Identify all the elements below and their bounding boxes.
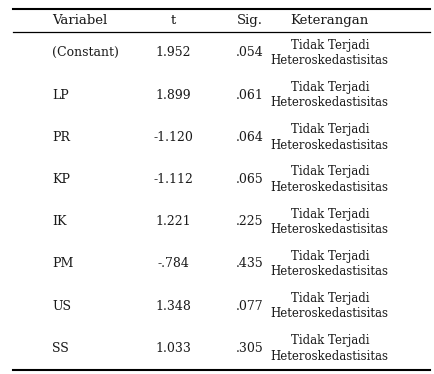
Text: US: US (52, 300, 71, 313)
Text: IK: IK (52, 215, 66, 228)
Text: Variabel: Variabel (52, 14, 107, 27)
Text: 1.033: 1.033 (156, 342, 191, 355)
Text: Tidak Terjadi
Heteroskedastisitas: Tidak Terjadi Heteroskedastisitas (271, 250, 389, 278)
Text: .077: .077 (236, 300, 263, 313)
Text: SS: SS (52, 342, 69, 355)
Text: Sig.: Sig. (237, 14, 263, 27)
Text: .061: .061 (236, 89, 263, 102)
Text: Keterangan: Keterangan (291, 14, 369, 27)
Text: .435: .435 (236, 257, 263, 270)
Text: Tidak Terjadi
Heteroskedastisitas: Tidak Terjadi Heteroskedastisitas (271, 81, 389, 109)
Text: PM: PM (52, 257, 73, 270)
Text: .225: .225 (236, 215, 263, 228)
Text: Tidak Terjadi
Heteroskedastisitas: Tidak Terjadi Heteroskedastisitas (271, 292, 389, 321)
Text: Tidak Terjadi
Heteroskedastisitas: Tidak Terjadi Heteroskedastisitas (271, 208, 389, 236)
Text: .065: .065 (236, 173, 263, 186)
Text: Tidak Terjadi
Heteroskedastisitas: Tidak Terjadi Heteroskedastisitas (271, 39, 389, 67)
Text: Tidak Terjadi
Heteroskedastisitas: Tidak Terjadi Heteroskedastisitas (271, 334, 389, 363)
Text: 1.348: 1.348 (156, 300, 191, 313)
Text: .054: .054 (236, 46, 263, 59)
Text: 1.221: 1.221 (156, 215, 191, 228)
Text: (Constant): (Constant) (52, 46, 119, 59)
Text: Tidak Terjadi
Heteroskedastisitas: Tidak Terjadi Heteroskedastisitas (271, 123, 389, 151)
Text: LP: LP (52, 89, 69, 102)
Text: -.784: -.784 (158, 257, 190, 270)
Text: 1.952: 1.952 (156, 46, 191, 59)
Text: KP: KP (52, 173, 70, 186)
Text: .305: .305 (236, 342, 263, 355)
Text: PR: PR (52, 131, 70, 144)
Text: Tidak Terjadi
Heteroskedastisitas: Tidak Terjadi Heteroskedastisitas (271, 165, 389, 194)
Text: -1.120: -1.120 (154, 131, 194, 144)
Text: 1.899: 1.899 (156, 89, 191, 102)
Text: t: t (171, 14, 176, 27)
Text: -1.112: -1.112 (154, 173, 194, 186)
Text: .064: .064 (236, 131, 263, 144)
